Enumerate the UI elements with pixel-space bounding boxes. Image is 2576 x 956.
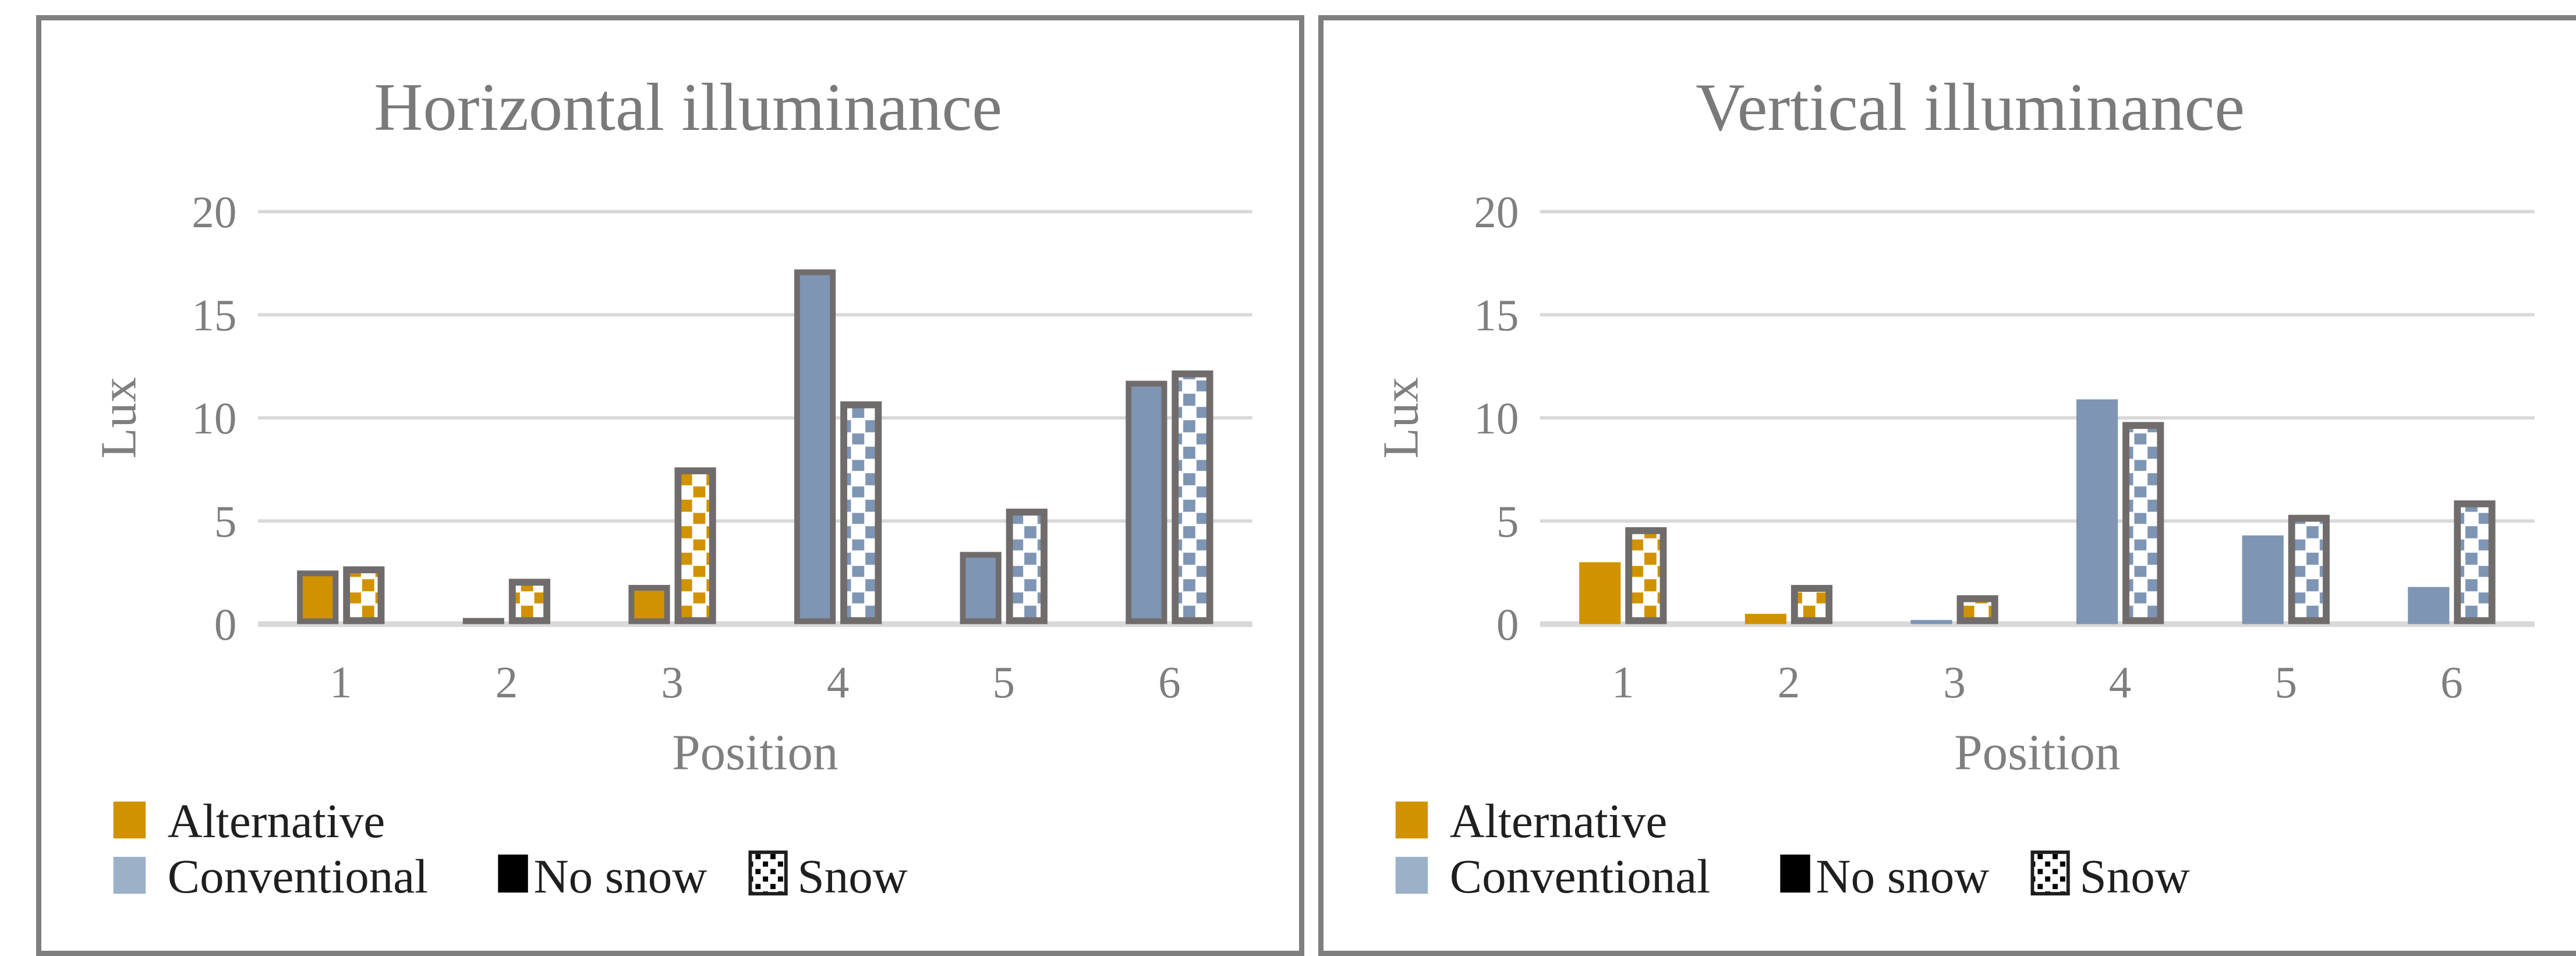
y-tick-label: 0 xyxy=(214,599,237,650)
bar-no-snow-pos3 xyxy=(628,585,670,625)
chart-panel-vertical-illuminance: Vertical illuminance 0 5 10 15 20 Lux 1 2 3 4 5 6 Pos… xyxy=(1318,15,2576,956)
bar-fill-pattern xyxy=(681,474,709,618)
bar-snow-pos3 xyxy=(674,467,716,625)
legend-label-snow: Snow xyxy=(2080,849,2190,903)
legend-label-conventional: Conventional xyxy=(1450,849,1710,903)
bar-fill xyxy=(799,275,830,619)
bar-snow-pos2 xyxy=(508,578,551,625)
legend-label-no-snow: No snow xyxy=(534,849,707,903)
x-tick-label: 1 xyxy=(1612,657,1634,707)
bar-fill xyxy=(303,576,333,619)
bar-snow-pos6 xyxy=(2454,500,2496,625)
bar-snow-pos4 xyxy=(840,401,882,625)
bar-fill xyxy=(1131,386,1162,619)
bar-fill-pattern xyxy=(515,585,544,618)
bar-snow-pos3 xyxy=(1956,595,1998,625)
x-tick-label: 2 xyxy=(1778,657,1800,707)
bar-snow-pos1 xyxy=(343,566,385,625)
bar-fill xyxy=(2242,535,2284,625)
legend-swatch-snow xyxy=(748,850,788,896)
y-tick-label: 5 xyxy=(1496,496,1519,546)
legend-label-no-snow: No snow xyxy=(1816,849,1990,903)
chart-title: Horizontal illuminance xyxy=(374,70,1002,145)
legend-swatch-alternative xyxy=(113,801,146,839)
bar-no-snow-pos1 xyxy=(297,570,339,625)
legend-swatch-snow xyxy=(2030,850,2070,896)
bar-snow-pos5 xyxy=(1006,509,1048,625)
legend-label-alternative: Alternative xyxy=(1450,794,1668,848)
bar-fill xyxy=(1579,562,1621,625)
bar-snow-pos1 xyxy=(1625,527,1667,625)
legend-swatch-conventional xyxy=(113,856,146,894)
bar-fill xyxy=(1745,613,1786,625)
bar-no-snow-pos2 xyxy=(462,618,504,625)
chart-title: Vertical illuminance xyxy=(1696,70,2245,145)
bar-no-snow-pos6 xyxy=(1126,380,1167,625)
bar-fill xyxy=(1910,620,1952,625)
x-tick-label: 6 xyxy=(2440,657,2463,707)
bar-snow-pos6 xyxy=(1172,370,1213,625)
bar-fill xyxy=(2076,399,2118,625)
bar-fill-pattern xyxy=(1963,602,1991,618)
bar-snow-pos2 xyxy=(1791,585,1833,625)
x-tick-label: 3 xyxy=(661,657,684,707)
bar-fill-pattern xyxy=(1013,515,1041,618)
horizontal-illuminance-chart: Horizontal illuminance 0 5 10 15 20 Lux 1 2 3 4 5 6 P… xyxy=(90,70,1252,903)
bar-snow-pos4 xyxy=(2122,422,2164,625)
bar-fill xyxy=(965,558,996,619)
x-tick-label: 4 xyxy=(2109,657,2132,707)
bar-fill-pattern xyxy=(2295,521,2323,618)
bar-fill xyxy=(634,590,664,619)
x-axis-title: Position xyxy=(672,724,838,781)
legend-swatch-alternative xyxy=(1395,801,1428,839)
bar-no-snow-pos3 xyxy=(1910,620,1952,625)
y-axis-title: Lux xyxy=(1372,377,1428,458)
chart-panel-horizontal-illuminance: Horizontal illuminance 0 5 10 15 20 Lux 1 2 3 4 5 6 P… xyxy=(36,15,1304,956)
x-tick-label: 5 xyxy=(2275,657,2298,707)
bar-no-snow-pos6 xyxy=(2408,587,2450,625)
bar-fill-pattern xyxy=(2461,507,2489,618)
bar-no-snow-pos4 xyxy=(2076,399,2118,625)
legend-label-conventional: Conventional xyxy=(168,849,428,903)
x-tick-label: 3 xyxy=(1943,657,1966,707)
legend-label-snow: Snow xyxy=(798,849,908,903)
bar-no-snow-pos2 xyxy=(1745,613,1786,625)
x-tick-label: 6 xyxy=(1158,657,1181,707)
bar-no-snow-pos5 xyxy=(960,552,1002,625)
x-tick-label: 2 xyxy=(496,657,518,707)
x-tick-label: 5 xyxy=(993,657,1015,707)
y-tick-label: 0 xyxy=(1496,599,1519,650)
bar-fill-pattern xyxy=(1797,591,1826,618)
bar-fill xyxy=(2408,587,2450,625)
x-tick-label: 1 xyxy=(330,657,352,707)
bar-fill-pattern xyxy=(1632,534,1660,618)
bar-no-snow-pos5 xyxy=(2242,535,2284,625)
bar-fill-pattern xyxy=(350,573,378,618)
y-tick-label: 10 xyxy=(192,393,236,443)
y-axis-title: Lux xyxy=(90,377,146,458)
y-tick-label: 5 xyxy=(214,496,237,546)
y-tick-label: 20 xyxy=(1474,187,1519,237)
bar-no-snow-pos4 xyxy=(794,269,836,625)
y-tick-label: 15 xyxy=(1474,290,1519,340)
x-axis-title: Position xyxy=(1954,724,2120,781)
legend-swatch-no-snow xyxy=(498,854,528,893)
y-tick-label: 10 xyxy=(1474,393,1519,443)
bar-no-snow-pos1 xyxy=(1579,562,1621,625)
y-tick-label: 20 xyxy=(192,187,236,237)
bar-snow-pos5 xyxy=(2288,514,2330,625)
bar-fill-pattern xyxy=(847,408,875,618)
y-tick-label: 15 xyxy=(192,290,236,340)
legend-swatch-no-snow xyxy=(1780,854,1810,893)
x-tick-label: 4 xyxy=(827,657,850,707)
bar-fill-pattern xyxy=(1179,377,1206,618)
bar-fill-pattern xyxy=(2129,429,2157,618)
legend-swatch-conventional xyxy=(1395,856,1428,894)
bar-outline xyxy=(462,618,504,625)
vertical-illuminance-chart: Vertical illuminance 0 5 10 15 20 Lux 1 2 3 4 5 6 Pos… xyxy=(1372,70,2535,903)
legend-label-alternative: Alternative xyxy=(168,794,385,848)
